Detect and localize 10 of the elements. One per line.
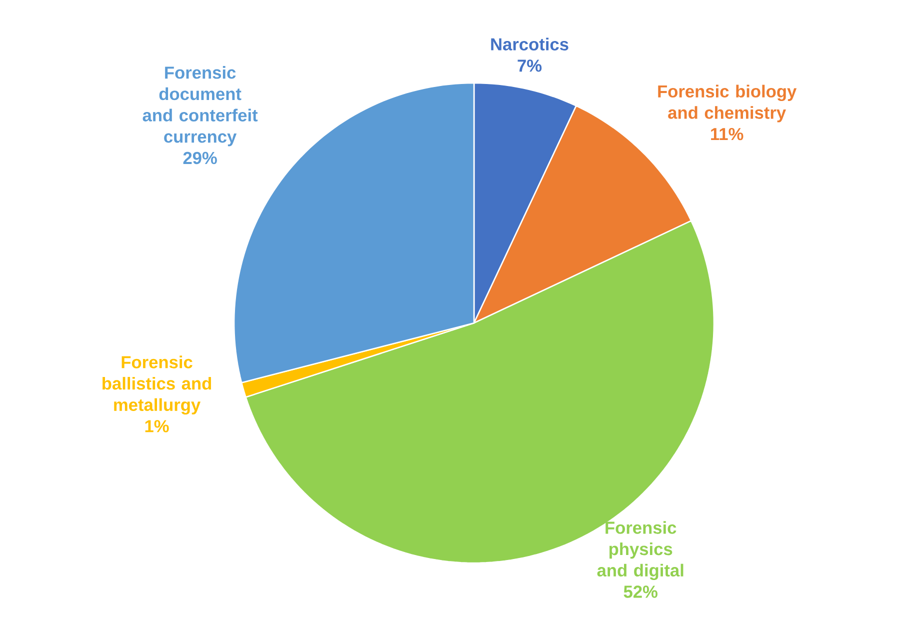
slice-label: Forensic ballistics and metallurgy (102, 356, 212, 415)
data-label: 7% (518, 60, 542, 72)
data-label: 29% (183, 152, 217, 164)
data-label: 11% (711, 128, 744, 140)
slice-label: Forensic physics and digital (597, 521, 684, 580)
slice-label: Forensic document and conterfeit currency (142, 66, 258, 146)
slice-label: Forensic biology and chemistry (658, 84, 797, 122)
data-label: 52% (624, 586, 658, 598)
slice-label: Narcotics (491, 38, 568, 50)
data-label: 1% (145, 420, 169, 432)
